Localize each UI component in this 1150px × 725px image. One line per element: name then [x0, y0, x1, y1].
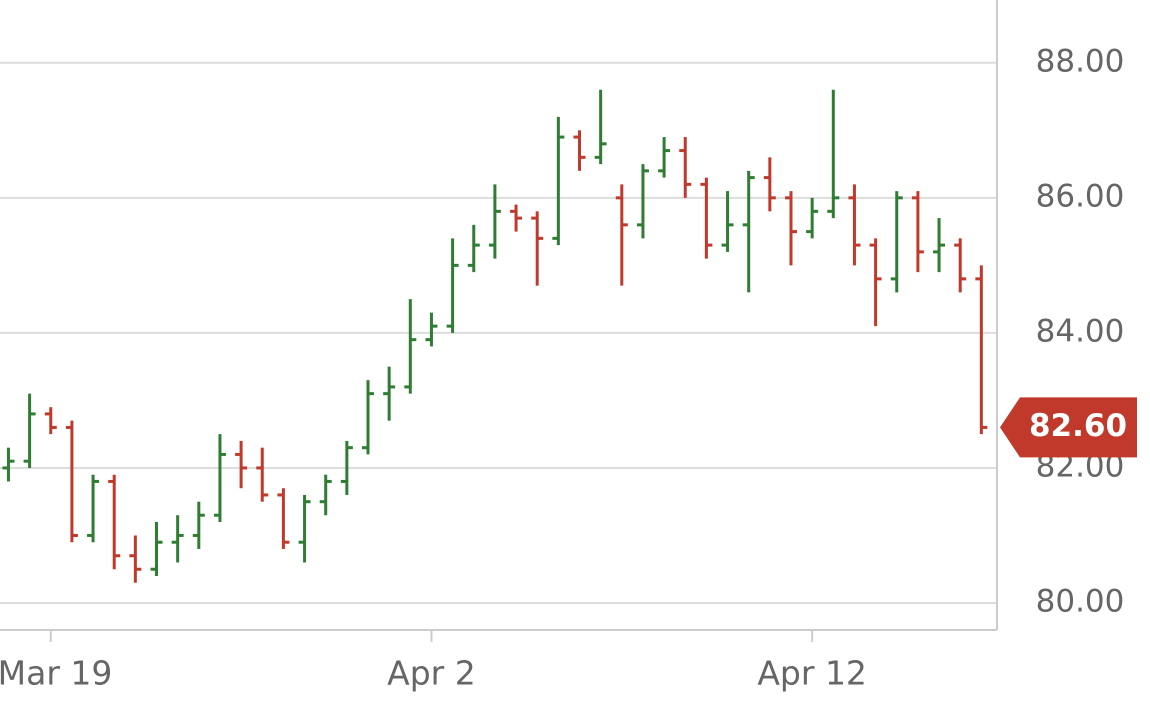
- y-tick-label: 88.00: [1036, 43, 1125, 79]
- y-tick-label: 86.00: [1036, 178, 1125, 214]
- price-tag: [1000, 397, 1137, 458]
- x-tick-label: Apr 12: [757, 654, 867, 693]
- y-tick-label: 84.00: [1036, 313, 1125, 349]
- x-tick-label: Mar 19: [0, 654, 112, 693]
- x-tick-label: Apr 2: [387, 654, 476, 693]
- y-tick-label: 80.00: [1036, 583, 1125, 619]
- price-tag-label: 82.60: [1029, 408, 1127, 444]
